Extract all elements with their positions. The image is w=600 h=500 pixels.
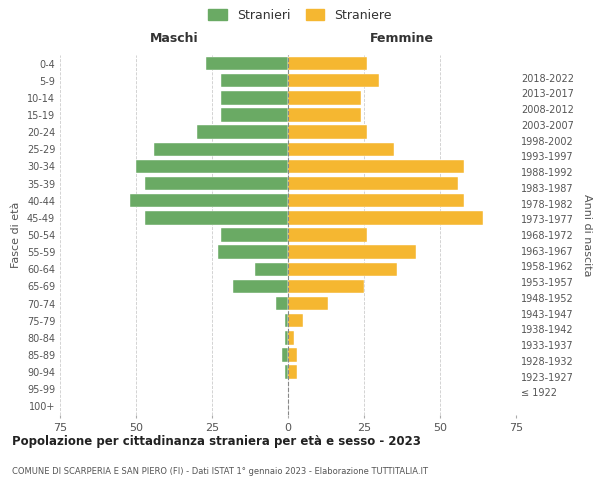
Bar (288, 142, 394, 156)
Bar (288, 74, 379, 88)
Bar (288, 126, 367, 139)
Bar (288, 91, 361, 104)
Bar (254, 262, 288, 276)
Bar (285, 314, 288, 328)
Bar (288, 314, 303, 328)
Bar (288, 297, 328, 310)
Bar (218, 246, 288, 259)
Bar (221, 228, 288, 241)
Y-axis label: Anni di nascita: Anni di nascita (582, 194, 592, 276)
Bar (288, 177, 458, 190)
Bar (288, 160, 464, 173)
Bar (221, 74, 288, 88)
Bar (288, 280, 364, 293)
Bar (221, 91, 288, 104)
Bar (221, 108, 288, 122)
Bar (288, 228, 367, 241)
Bar (288, 366, 297, 379)
Bar (130, 194, 288, 207)
Text: Maschi: Maschi (149, 32, 199, 44)
Legend: Stranieri, Straniere: Stranieri, Straniere (208, 8, 392, 22)
Bar (288, 108, 361, 122)
Bar (288, 246, 416, 259)
Bar (145, 177, 288, 190)
Bar (206, 57, 288, 70)
Text: Femmine: Femmine (370, 32, 434, 44)
Bar (288, 348, 297, 362)
Bar (154, 142, 288, 156)
Bar (285, 331, 288, 344)
Bar (233, 280, 288, 293)
Bar (282, 348, 288, 362)
Bar (145, 211, 288, 224)
Bar (288, 262, 397, 276)
Bar (276, 297, 288, 310)
Bar (136, 160, 288, 173)
Bar (288, 211, 482, 224)
Bar (197, 126, 288, 139)
Text: COMUNE DI SCARPERIA E SAN PIERO (FI) - Dati ISTAT 1° gennaio 2023 - Elaborazione: COMUNE DI SCARPERIA E SAN PIERO (FI) - D… (12, 468, 428, 476)
Bar (288, 57, 367, 70)
Y-axis label: Fasce di età: Fasce di età (11, 202, 21, 268)
Bar (285, 366, 288, 379)
Bar (288, 194, 464, 207)
Text: Popolazione per cittadinanza straniera per età e sesso - 2023: Popolazione per cittadinanza straniera p… (12, 435, 421, 448)
Bar (288, 331, 294, 344)
